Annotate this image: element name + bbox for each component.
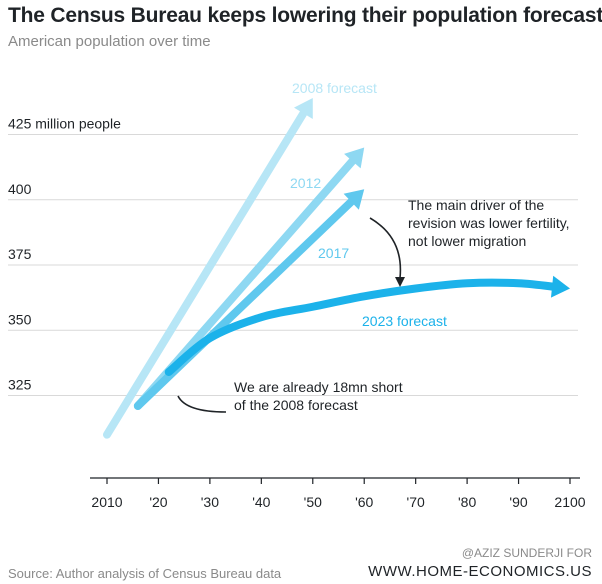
y-tick-375: 375: [8, 246, 32, 262]
chart-title: The Census Bureau keeps lowering their p…: [8, 4, 602, 27]
series-lines: [103, 97, 570, 439]
x-tick-2010: 2010: [91, 494, 122, 510]
x-tick-2100: 2100: [554, 494, 585, 510]
x-tick-2070: '70: [407, 494, 425, 510]
annotation-fertility-arrowhead: [395, 277, 405, 287]
x-tick-2030: '30: [201, 494, 219, 510]
annotation-fertility-connector: [369, 217, 402, 279]
x-tick-2080: '80: [458, 494, 476, 510]
annotation-fertility-line-3: not lower migration: [408, 233, 526, 249]
series-2017-arrowhead: [343, 189, 365, 210]
series-2008-forecast-arrowhead: [294, 97, 313, 120]
x-tick-2040: '40: [252, 494, 270, 510]
annotation-fertility-line-2: revision was lower fertility,: [408, 215, 570, 231]
series-labels: 2008 forecast 2012 2017 2023 forecast: [290, 80, 447, 329]
annotation-shortfall-connector: [177, 395, 227, 413]
series-label-2012: 2012: [290, 175, 321, 191]
credit-line-1: @AZIZ SUNDERJI FOR: [461, 546, 592, 560]
series-2023-forecast-arrowhead: [550, 275, 570, 298]
credit-line-2: WWW.HOME-ECONOMICS.US: [368, 563, 592, 580]
series-2012-arrowhead: [344, 147, 365, 169]
annotation-shortfall-line-2: of the 2008 forecast: [234, 397, 358, 413]
y-tick-425: 425 million people: [8, 116, 121, 132]
annotations: The main driver of the revision was lower…: [177, 197, 570, 413]
annotation-fertility-line-1: The main driver of the: [408, 197, 544, 213]
series-2008-forecast: [103, 104, 311, 439]
series-label-2008-forecast: 2008 forecast: [292, 80, 377, 96]
y-tick-325: 325: [8, 377, 32, 393]
chart-subtitle: American population over time: [8, 33, 211, 50]
x-tick-2090: '90: [509, 494, 527, 510]
y-tick-350: 350: [8, 311, 32, 327]
annotation-shortfall-line-1: We are already 18mn short: [234, 379, 403, 395]
series-label-2023-forecast: 2023 forecast: [362, 313, 447, 329]
x-tick-2050: '50: [304, 494, 322, 510]
source-note: Source: Author analysis of Census Bureau…: [8, 566, 282, 581]
x-tick-2020: '20: [149, 494, 167, 510]
y-axis-ticks: 325 350 375 400 425 million people: [8, 116, 121, 393]
series-label-2017: 2017: [318, 245, 349, 261]
series-2023-forecast: [164, 278, 563, 377]
x-tick-2060: '60: [355, 494, 373, 510]
y-tick-400: 400: [8, 181, 32, 197]
gridlines: [8, 134, 578, 396]
x-axis-ticks: 2010 '20 '30 '40 '50 '60 '70 '80 '90 2100: [90, 477, 586, 510]
